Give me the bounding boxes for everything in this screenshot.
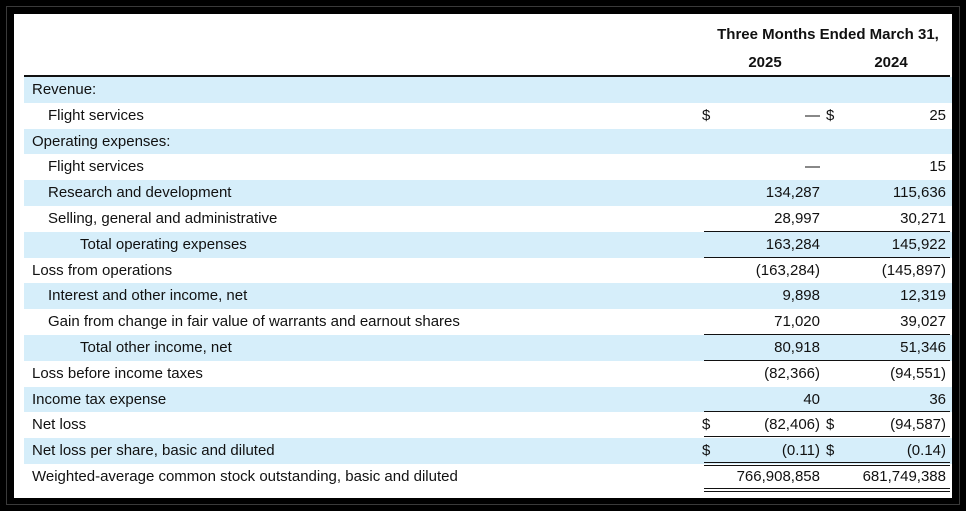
row-label: Revenue: [32,81,97,98]
value-2024: 25 [929,106,946,124]
subtotal-rule [832,256,950,258]
row-label: Net loss [32,416,87,434]
table-row: Net loss per share, basic and diluted $ … [24,438,952,466]
row-label: Total other income, net [80,338,232,356]
value-2024: (94,551) [890,364,946,382]
dollar-sign: $ [826,442,835,460]
row-label: Operating expenses: [32,132,171,150]
value-2025: (82,406) [764,416,820,434]
table-row: Loss from operations (163,284) (145,897) [24,258,952,284]
subtotal-rule [832,230,950,232]
subtotal-rule [704,411,834,413]
row-label: Flight services [48,158,144,176]
row-label: Total operating expenses [80,235,247,253]
total-double-rule [832,461,950,466]
year-header-2025: 2025 [748,54,782,71]
subtotal-rule [832,411,950,413]
total-double-rule [704,487,834,492]
row-label: Research and development [48,184,232,202]
dollar-sign: $ [826,416,835,434]
value-2024: 30,271 [900,209,946,227]
value-2024: (94,587) [890,416,946,434]
table-row: Weighted-average common stock outstandin… [24,464,952,492]
header-rule [24,75,950,77]
value-2025: 163,284 [765,235,820,253]
row-label: Loss before income taxes [32,364,203,382]
value-2025: 40 [803,390,820,408]
row-label: Income tax expense [32,390,167,408]
table-row: Income tax expense 40 36 [24,386,952,413]
subtotal-rule [832,359,950,361]
row-label: Selling, general and administrative [48,209,278,227]
table-row: Total operating expenses 163,284 145,922 [24,231,952,258]
value-2025: — [805,158,820,176]
dollar-sign: $ [702,106,711,124]
value-2025: 71,020 [774,313,820,331]
row-label: Interest and other income, net [48,287,248,305]
value-2024: 145,922 [891,235,946,253]
dollar-sign: $ [702,442,711,460]
period-header: Three Months Ended March 31, [717,26,939,43]
row-label: Loss from operations [32,261,173,279]
value-2025: (0.11) [781,442,820,460]
subtotal-rule [704,333,834,335]
table-row: Operating expenses: [24,128,952,155]
subtotal-rule [704,230,834,232]
table-row: Interest and other income, net 9,898 12,… [24,283,952,310]
value-2025: (163,284) [755,261,820,279]
table-row: Selling, general and administrative 28,9… [24,206,952,232]
table-row: Flight services $ — $ 25 [24,103,952,129]
value-2025: 766,908,858 [736,467,820,485]
table-row: Loss before income taxes (82,366) (94,55… [24,361,952,387]
table-row: Research and development 134,287 115,636 [24,180,952,206]
year-header-2024: 2024 [874,54,908,71]
income-statement-table: Three Months Ended March 31, 2025 2024 R… [14,14,952,498]
table-row: Total other income, net 80,918 51,346 [24,334,952,361]
row-label: Gain from change in fair value of warran… [48,313,460,331]
value-2024: 15 [929,158,946,176]
value-2025: 28,997 [774,209,820,227]
row-label: Weighted-average common stock outstandin… [32,467,458,485]
value-2025: 9,898 [782,287,820,305]
total-double-rule [832,487,950,492]
table-row: Flight services — 15 [24,154,952,180]
value-2024: 115,636 [892,184,946,202]
dollar-sign: $ [702,416,711,434]
outer-frame [6,6,960,505]
value-2025: (82,366) [764,364,820,382]
value-2024: 12,319 [900,287,946,305]
value-2025: 134,287 [765,184,820,202]
value-2025: — [805,106,820,124]
subtotal-rule [704,359,834,361]
subtotal-rule [704,256,834,258]
subtotal-rule [832,333,950,335]
table-row: Revenue: [24,77,952,103]
table-row: Net loss $ (82,406) $ (94,587) [24,412,952,441]
table-row: Gain from change in fair value of warran… [24,309,952,335]
value-2024: 51,346 [900,338,946,356]
row-label: Net loss per share, basic and diluted [32,442,275,460]
value-2024: (145,897) [881,261,946,279]
total-double-rule [704,461,834,466]
value-2024: 36 [929,390,946,408]
table-body: Revenue: Flight services $ — $ 25 Operat… [24,77,952,492]
value-2025: 80,918 [774,338,820,356]
value-2024: 39,027 [900,313,946,331]
dollar-sign: $ [826,106,835,124]
value-2024: 681,749,388 [862,467,946,485]
row-label: Flight services [48,106,144,124]
value-2024: (0.14) [906,442,946,460]
